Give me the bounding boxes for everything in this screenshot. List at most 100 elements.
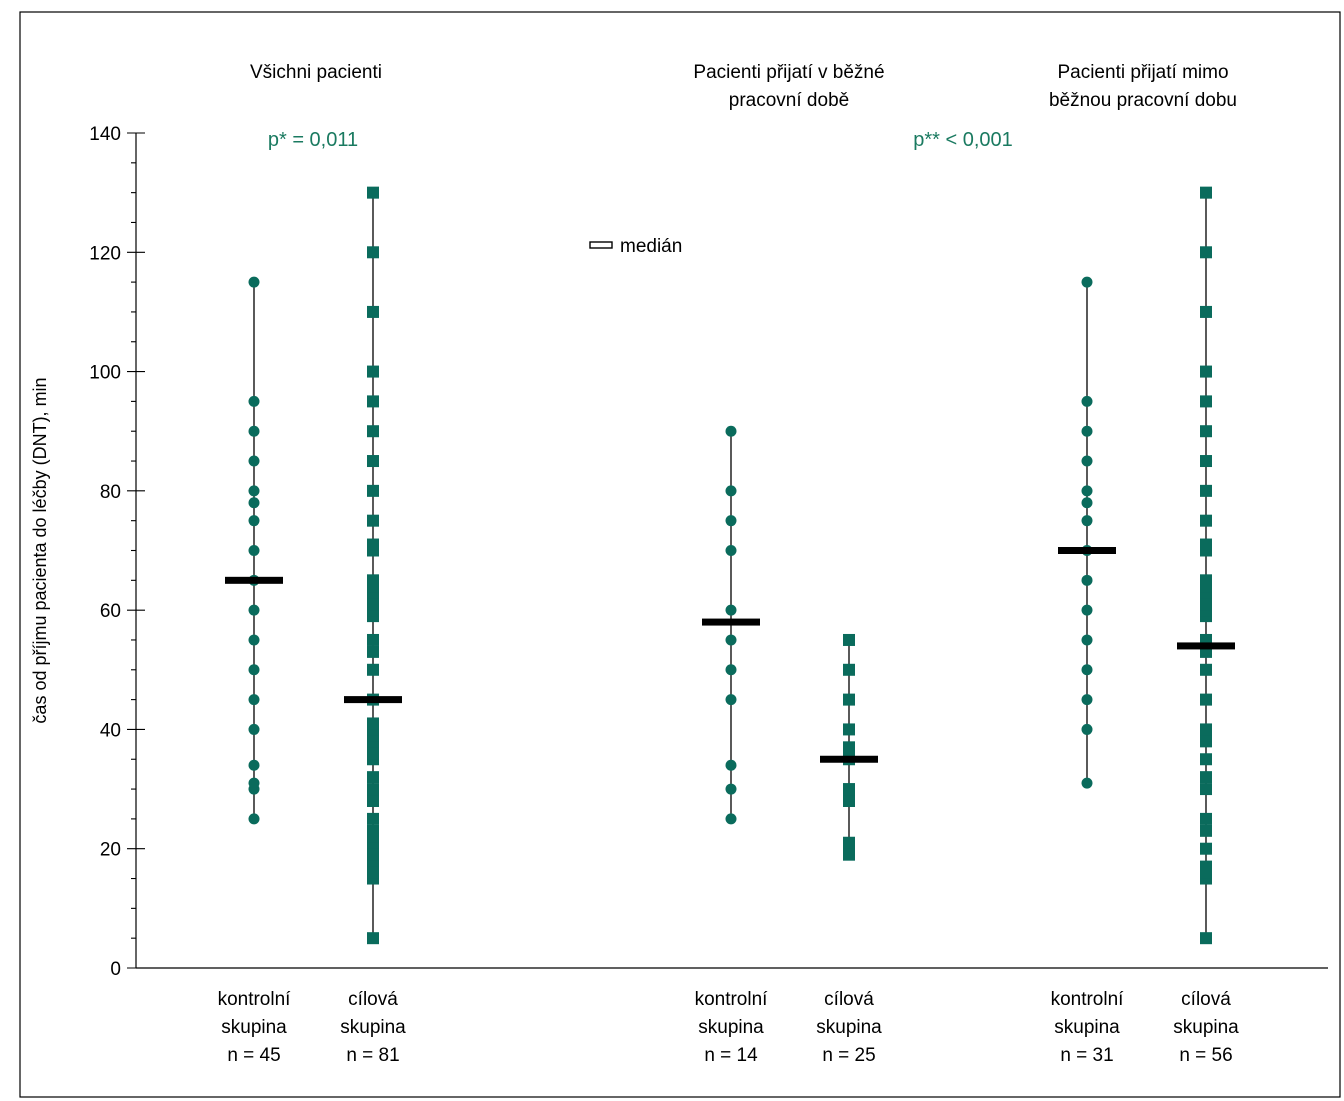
group-label: cílová: [824, 989, 874, 1010]
data-point: [248, 497, 260, 509]
data-point: [1081, 777, 1093, 789]
group-label: skupina: [698, 1017, 764, 1038]
data-point: [248, 276, 260, 288]
data-point: [367, 246, 379, 259]
data-point: [1200, 812, 1212, 825]
data-point: [843, 663, 855, 676]
data-point: [725, 783, 737, 795]
data-point: [248, 545, 260, 556]
y-axis: 0 20 40 60 80 100 120 140 čas od příjmu pacienta…: [30, 124, 145, 980]
data-point: [843, 783, 855, 796]
group-label: kontrolní: [218, 989, 292, 1010]
y-axis-title: čas od příjmu pacienta do léčby (DNT), m…: [30, 377, 50, 723]
data-point: [1200, 860, 1212, 873]
data-point: [725, 813, 737, 825]
data-point: [1200, 365, 1212, 378]
data-point: [367, 186, 379, 199]
series-cilova: [344, 186, 402, 945]
panel-title: pracovní době: [729, 90, 849, 111]
panel-titles: Všichni pacienti Pacienti přijatí v běžné…: [250, 62, 1237, 111]
series-kontrolni: [702, 425, 760, 825]
legend-label: medián: [620, 236, 682, 257]
data-point: [843, 723, 855, 736]
panel-title: Všichni pacienti: [250, 62, 382, 83]
data-point: [248, 425, 260, 437]
series-cilova: [1177, 186, 1235, 945]
data-point: [725, 485, 737, 497]
data-point: [725, 425, 737, 437]
y-tick-label: 80: [100, 482, 121, 503]
data-point: [248, 455, 260, 467]
data-point: [1200, 574, 1212, 587]
median-bar: [1177, 642, 1235, 650]
data-point: [367, 514, 379, 527]
data-point: [1081, 723, 1093, 735]
data-point: [1081, 604, 1093, 616]
data-point: [367, 717, 379, 730]
group-label: cílová: [1181, 989, 1231, 1010]
data-point: [248, 395, 260, 407]
data-point: [1200, 842, 1212, 855]
data-point: [1200, 186, 1212, 199]
data-point: [248, 515, 260, 527]
median-bar: [1058, 547, 1116, 554]
data-point: [367, 365, 379, 378]
median-bar: [344, 696, 402, 704]
group-label: n = 81: [346, 1045, 399, 1066]
data-point: [725, 515, 737, 527]
data-point: [1200, 305, 1212, 318]
series-kontrolni: [225, 276, 283, 825]
median-bar: [820, 755, 878, 763]
y-tick-label: 0: [110, 959, 121, 980]
data-point: [843, 836, 855, 849]
data-point: [1200, 824, 1212, 837]
data-point: [1081, 425, 1093, 437]
group-label: skupina: [221, 1017, 287, 1038]
annotations: p* = 0,011 p** < 0,001: [268, 129, 1013, 151]
data-point: [248, 777, 260, 789]
data-point: [725, 634, 737, 646]
group-labels: kontrolní skupina n = 45 cílová skupina n = 8…: [218, 989, 1240, 1066]
data-point: [367, 305, 379, 318]
panel-title: Pacienti přijatí mimo: [1057, 62, 1228, 83]
y-tick-label: 60: [100, 601, 121, 622]
y-tick-label: 40: [100, 720, 121, 741]
series-group: [225, 186, 1235, 945]
group-label: skupina: [1173, 1017, 1239, 1038]
data-point: [367, 395, 379, 408]
data-point: [367, 932, 379, 945]
data-point: [367, 645, 379, 658]
group-label: n = 14: [704, 1045, 758, 1066]
p-value-annotation: p* = 0,011: [268, 129, 358, 151]
data-point: [367, 812, 379, 825]
data-point: [248, 664, 260, 676]
y-tick-label: 20: [100, 840, 121, 861]
data-point: [367, 771, 379, 784]
group-label: skupina: [340, 1017, 406, 1038]
median-bar: [225, 576, 283, 584]
data-point: [367, 663, 379, 676]
data-point: [1200, 538, 1212, 551]
data-point: [1081, 497, 1093, 509]
data-point: [1081, 276, 1093, 288]
data-point: [725, 694, 737, 706]
data-point: [367, 455, 379, 468]
data-point: [367, 783, 379, 796]
data-point: [1200, 783, 1212, 796]
data-point: [1200, 246, 1212, 259]
data-point: [1081, 574, 1093, 586]
group-label: skupina: [1054, 1017, 1120, 1038]
data-point: [1200, 425, 1212, 438]
data-point: [367, 633, 379, 646]
data-point: [725, 759, 737, 771]
group-label: skupina: [816, 1017, 882, 1038]
data-point: [725, 545, 737, 556]
group-label: n = 45: [227, 1045, 280, 1066]
data-point: [1200, 663, 1212, 676]
data-point: [1081, 634, 1093, 646]
data-point: [248, 485, 260, 497]
data-point: [725, 604, 737, 616]
data-point: [367, 484, 379, 497]
group-label: n = 25: [822, 1045, 875, 1066]
